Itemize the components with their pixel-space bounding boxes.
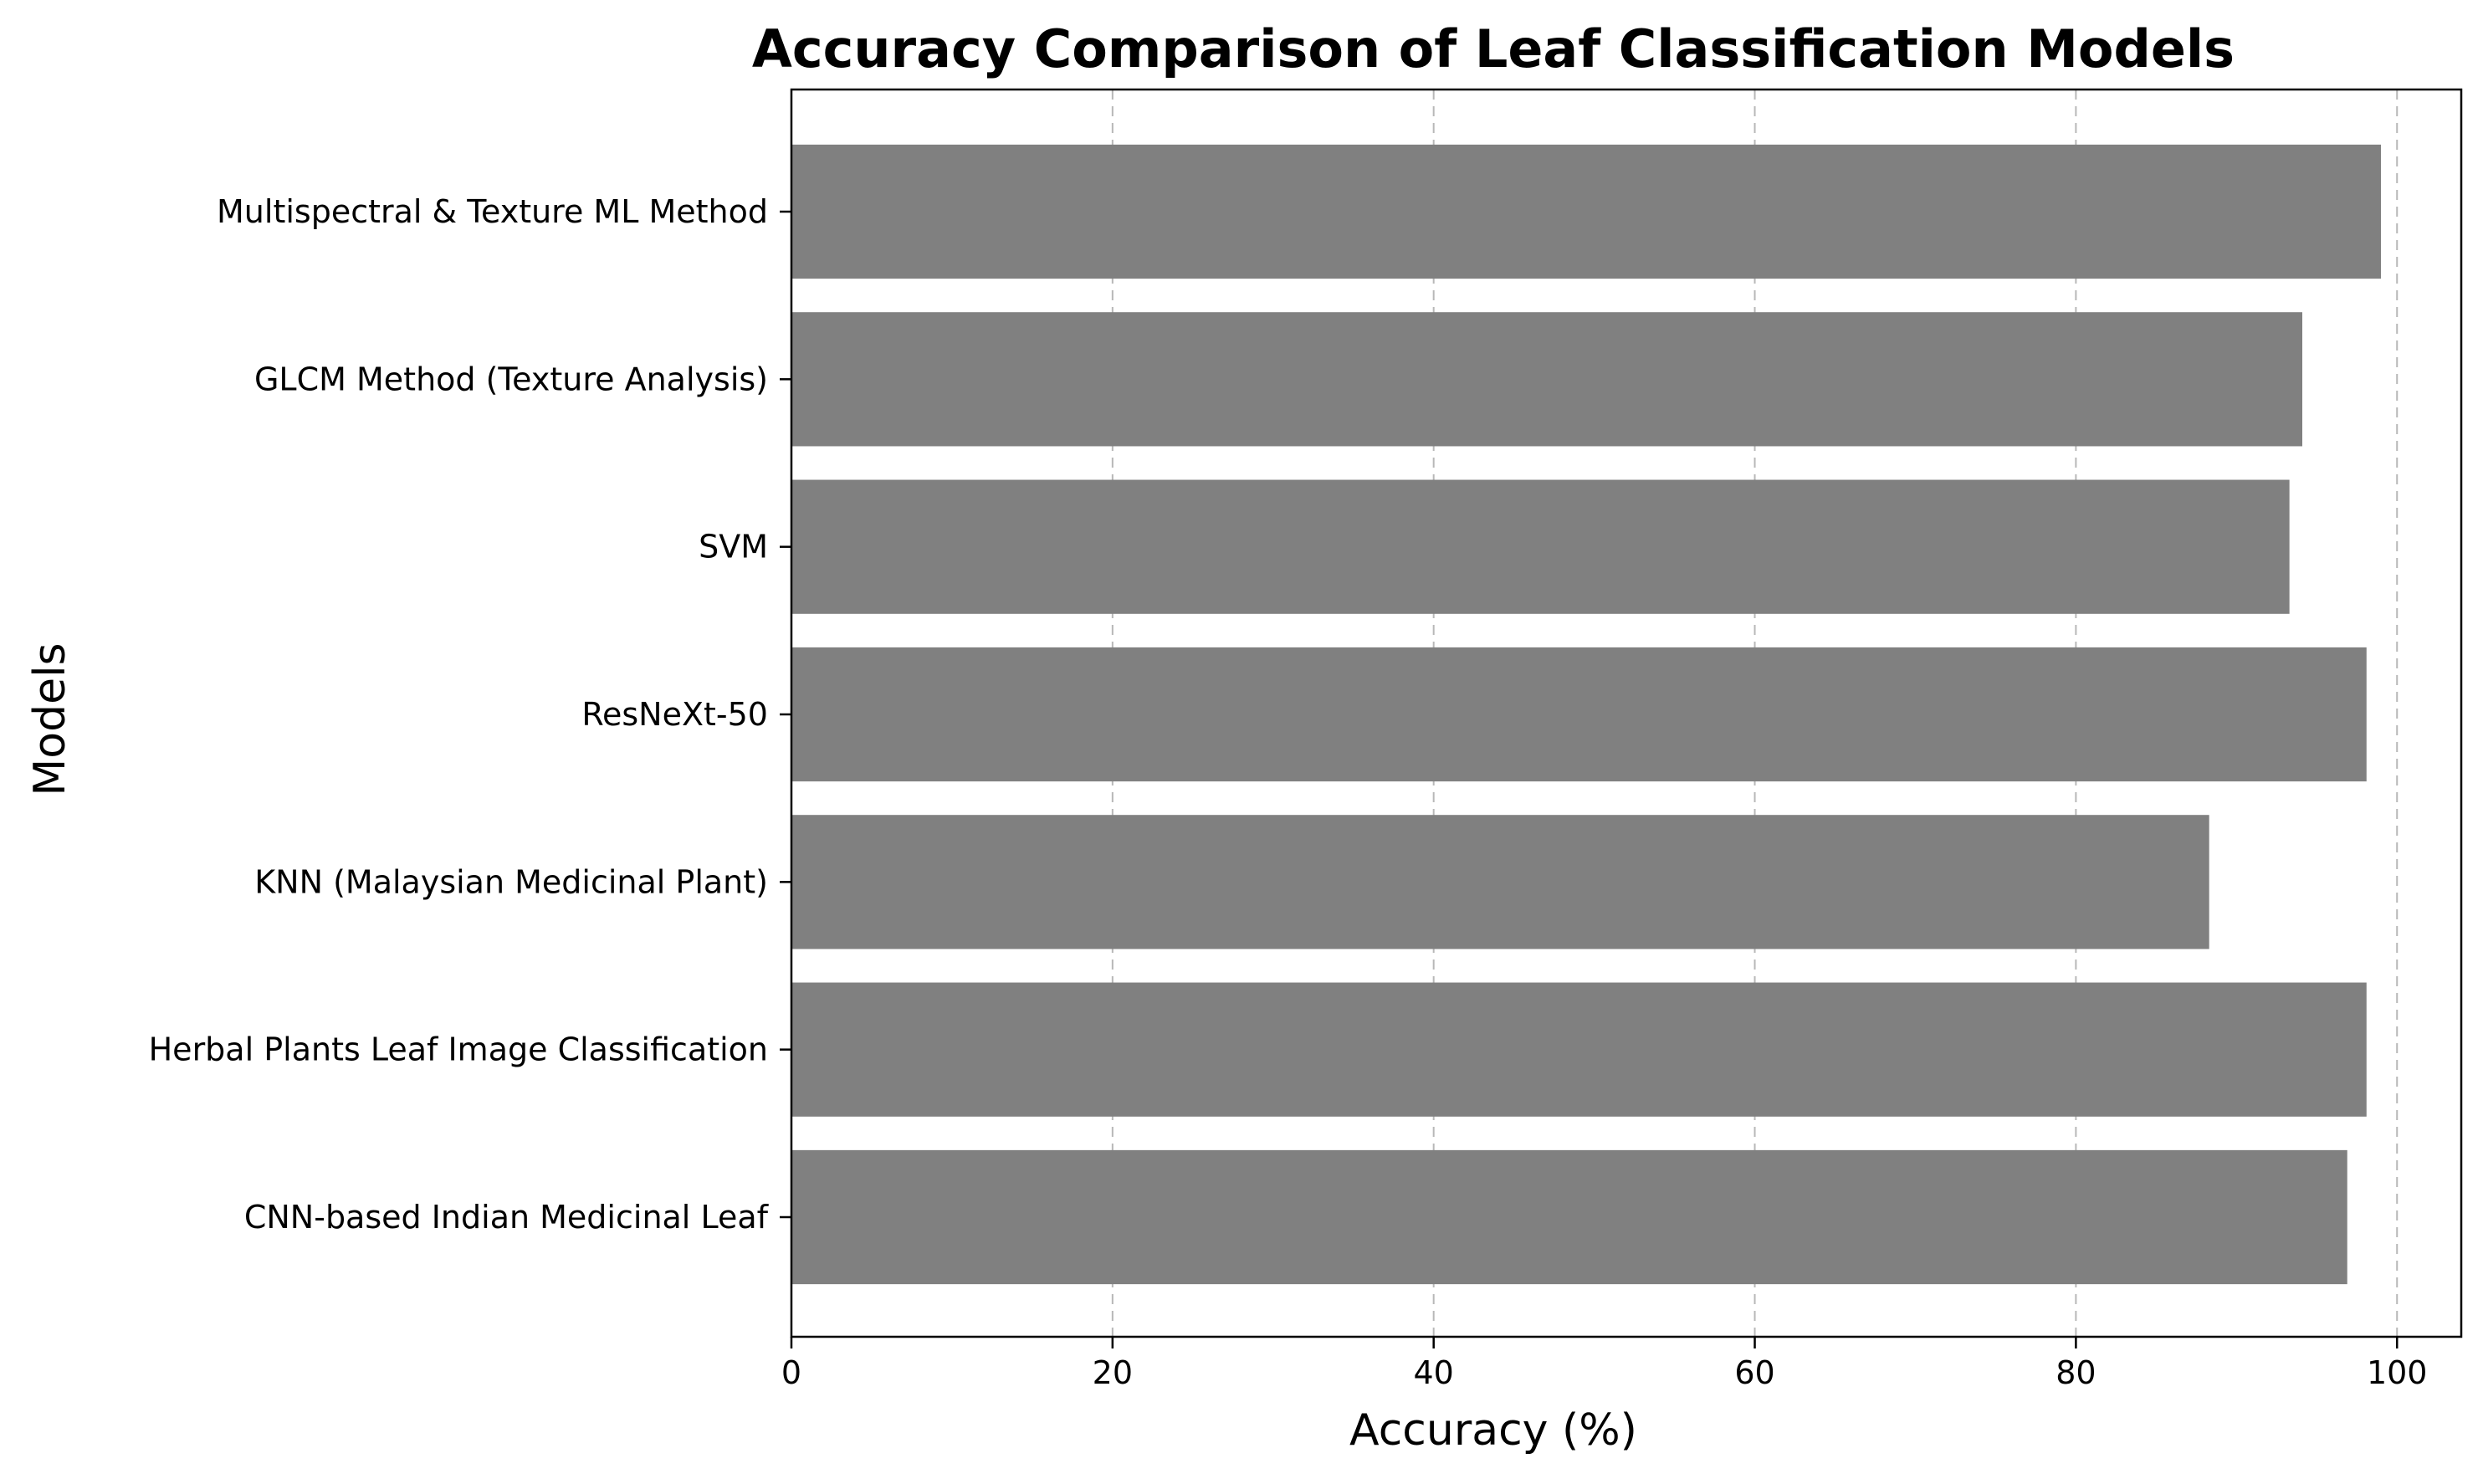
bar — [791, 144, 2382, 279]
y-axis-label: Models — [25, 642, 75, 796]
chart-title: Accuracy Comparison of Leaf Classificati… — [752, 18, 2235, 79]
y-axis-ticks: CNN-based Indian Medicinal Leaf Herbal Pl… — [149, 193, 791, 1236]
y-tick-label: SVM — [699, 529, 768, 565]
bar — [791, 312, 2302, 447]
x-tick-label: 40 — [1414, 1354, 1454, 1391]
x-axis-label: Accuracy (%) — [1349, 1405, 1637, 1456]
y-tick-label: GLCM Method (Texture Analysis) — [254, 361, 768, 397]
y-tick-label: CNN-based Indian Medicinal Leaf — [244, 1199, 770, 1236]
x-tick-label: 80 — [2056, 1354, 2096, 1391]
y-tick-label: Multispectral & Texture ML Method — [217, 193, 768, 230]
x-tick-label: 100 — [2367, 1354, 2428, 1391]
y-tick-label: ResNeXt-50 — [581, 696, 768, 733]
bars — [791, 144, 2382, 1285]
bar — [791, 479, 2290, 614]
y-tick-label: KNN (Malaysian Medicinal Plant) — [254, 863, 768, 900]
y-tick-label: Herbal Plants Leaf Image Classification — [149, 1031, 768, 1068]
x-axis-ticks: 0 20 40 60 80 100 — [781, 1337, 2428, 1391]
bar — [791, 815, 2209, 949]
bar — [791, 982, 2367, 1117]
x-tick-label: 20 — [1093, 1354, 1133, 1391]
bar — [791, 1149, 2347, 1285]
x-tick-label: 0 — [781, 1354, 801, 1391]
bar — [791, 647, 2367, 782]
x-tick-label: 60 — [1734, 1354, 1774, 1391]
plot-frame — [790, 88, 2463, 1338]
